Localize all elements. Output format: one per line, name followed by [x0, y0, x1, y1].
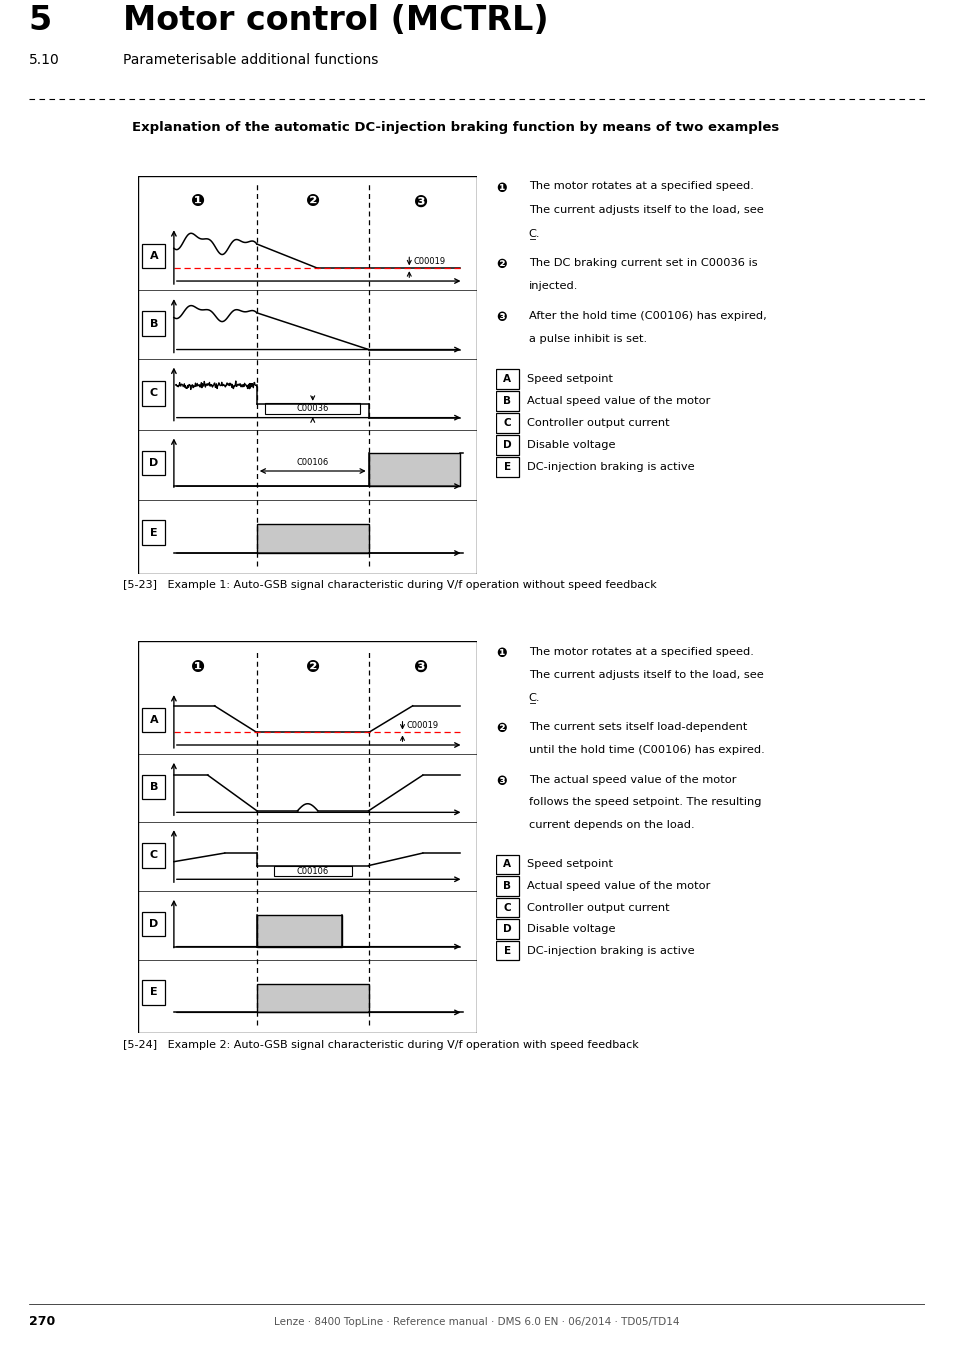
Text: 270: 270 — [29, 1315, 55, 1328]
Text: DC-injection braking is active: DC-injection braking is active — [527, 946, 694, 956]
Text: follows the speed setpoint. The resulting: follows the speed setpoint. The resultin… — [528, 798, 760, 807]
Text: ❸: ❸ — [496, 312, 506, 324]
Bar — [274, 865, 352, 876]
Text: Lenze · 8400 TopLine · Reference manual · DMS 6.0 EN · 06/2014 · TD05/TD14: Lenze · 8400 TopLine · Reference manual … — [274, 1318, 679, 1327]
Text: The current sets itself load-dependent: The current sets itself load-dependent — [528, 722, 746, 732]
Text: ❷: ❷ — [305, 193, 319, 211]
Bar — [142, 911, 165, 936]
Text: D: D — [502, 440, 511, 451]
Text: B: B — [503, 397, 511, 406]
Text: C: C — [150, 389, 158, 398]
Text: Parameterisable additional functions: Parameterisable additional functions — [123, 53, 377, 66]
Bar — [256, 914, 341, 946]
Text: The current adjusts itself to the load, see: The current adjusts itself to the load, … — [528, 670, 762, 680]
Text: A: A — [150, 251, 158, 261]
Bar — [142, 709, 165, 733]
Bar — [142, 775, 165, 799]
Text: Disable voltage: Disable voltage — [527, 440, 616, 451]
Text: The current adjusts itself to the load, see: The current adjusts itself to the load, … — [528, 205, 762, 215]
Text: ❸: ❸ — [496, 775, 506, 788]
Text: The DC braking current set in C00036 is: The DC braking current set in C00036 is — [528, 258, 757, 267]
Text: C: C — [503, 903, 511, 913]
Text: C00036: C00036 — [296, 405, 329, 413]
Text: Actual speed value of the motor: Actual speed value of the motor — [527, 397, 710, 406]
Text: Speed setpoint: Speed setpoint — [527, 374, 613, 385]
Text: C̲.: C̲. — [528, 693, 539, 703]
Bar — [256, 984, 368, 1012]
Text: ❶: ❶ — [191, 193, 205, 211]
Text: D: D — [149, 458, 158, 468]
Text: Speed setpoint: Speed setpoint — [527, 860, 613, 869]
Text: The motor rotates at a specified speed.: The motor rotates at a specified speed. — [528, 647, 753, 657]
Text: ❸: ❸ — [414, 657, 428, 676]
Bar — [368, 454, 459, 486]
Bar — [142, 312, 165, 336]
Text: injected.: injected. — [528, 281, 578, 292]
Text: E: E — [150, 528, 157, 537]
Text: [5-24]   Example 2: Auto-GSB signal characteristic during V/f operation with spe: [5-24] Example 2: Auto-GSB signal charac… — [123, 1040, 638, 1049]
Text: B: B — [150, 782, 158, 792]
Text: ❷: ❷ — [496, 258, 506, 271]
Text: DC-injection braking is active: DC-injection braking is active — [527, 462, 694, 472]
Text: C00019: C00019 — [406, 721, 438, 730]
Bar — [142, 844, 165, 868]
Text: E: E — [503, 946, 511, 956]
Text: ❷: ❷ — [496, 722, 506, 736]
Text: A: A — [150, 716, 158, 725]
Bar — [256, 524, 368, 554]
Text: The actual speed value of the motor: The actual speed value of the motor — [528, 775, 736, 784]
Text: C: C — [503, 418, 511, 428]
Text: D: D — [149, 919, 158, 929]
Text: B: B — [503, 882, 511, 891]
Text: C00106: C00106 — [296, 867, 329, 876]
Text: until the hold time (C00106) has expired.: until the hold time (C00106) has expired… — [528, 745, 763, 755]
Text: D: D — [502, 925, 511, 934]
Text: Explanation of the automatic DC-injection braking function by means of two examp: Explanation of the automatic DC-injectio… — [132, 122, 779, 135]
Text: A: A — [503, 374, 511, 385]
Text: ❸: ❸ — [414, 193, 428, 211]
Text: Actual speed value of the motor: Actual speed value of the motor — [527, 882, 710, 891]
Text: 5: 5 — [29, 4, 51, 36]
Text: current depends on the load.: current depends on the load. — [528, 821, 694, 830]
Bar — [142, 381, 165, 406]
Text: Controller output current: Controller output current — [527, 903, 669, 913]
Bar — [142, 520, 165, 545]
Text: ❷: ❷ — [305, 657, 319, 676]
Text: a pulse inhibit is set.: a pulse inhibit is set. — [528, 335, 646, 344]
Bar — [265, 404, 360, 414]
Text: [5-23]   Example 1: Auto-GSB signal characteristic during V/f operation without : [5-23] Example 1: Auto-GSB signal charac… — [123, 580, 656, 590]
Text: C: C — [150, 850, 158, 860]
Text: 5.10: 5.10 — [29, 53, 59, 66]
Text: ❶: ❶ — [191, 657, 205, 676]
Text: Disable voltage: Disable voltage — [527, 925, 616, 934]
Text: Motor control (MCTRL): Motor control (MCTRL) — [123, 4, 548, 36]
Text: ❶: ❶ — [496, 647, 506, 660]
Text: E: E — [150, 987, 157, 998]
Text: C̲.: C̲. — [528, 228, 539, 239]
Bar — [142, 451, 165, 475]
Text: B: B — [150, 319, 158, 328]
Text: ❶: ❶ — [496, 181, 506, 194]
Bar — [142, 980, 165, 1004]
Text: C00106: C00106 — [296, 458, 329, 467]
Text: C00019: C00019 — [413, 256, 445, 266]
Text: E: E — [503, 462, 511, 472]
Bar — [142, 243, 165, 269]
Text: The motor rotates at a specified speed.: The motor rotates at a specified speed. — [528, 181, 753, 192]
Text: After the hold time (C00106) has expired,: After the hold time (C00106) has expired… — [528, 312, 765, 321]
Text: Controller output current: Controller output current — [527, 418, 669, 428]
Text: A: A — [503, 860, 511, 869]
